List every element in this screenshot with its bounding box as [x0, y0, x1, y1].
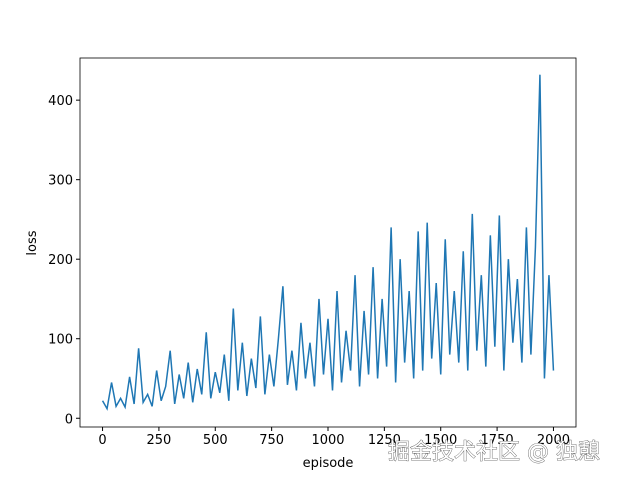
x-tick-label: 0	[98, 433, 106, 448]
x-axis-label: episode	[303, 456, 354, 471]
x-tick-label: 1000	[311, 433, 344, 448]
x-tick-label: 1250	[368, 433, 401, 448]
x-tick-label: 750	[259, 433, 284, 448]
x-tick-label: 500	[203, 433, 228, 448]
x-tick-label: 250	[146, 433, 171, 448]
y-tick-label: 0	[65, 412, 73, 427]
y-tick-label: 200	[48, 253, 73, 268]
y-tick-label: 100	[48, 333, 73, 348]
plot-frame	[79, 57, 577, 428]
data-line	[101, 74, 555, 411]
y-tick-label: 400	[48, 94, 73, 109]
x-tick-label: 2000	[537, 433, 570, 448]
x-tick-label: 1500	[424, 433, 457, 448]
watermark: 掘金技术社区 @ 独憩	[388, 440, 600, 465]
x-tick-label: 1750	[481, 433, 514, 448]
y-tick-label: 300	[48, 174, 73, 189]
y-axis-label: loss	[25, 230, 40, 255]
